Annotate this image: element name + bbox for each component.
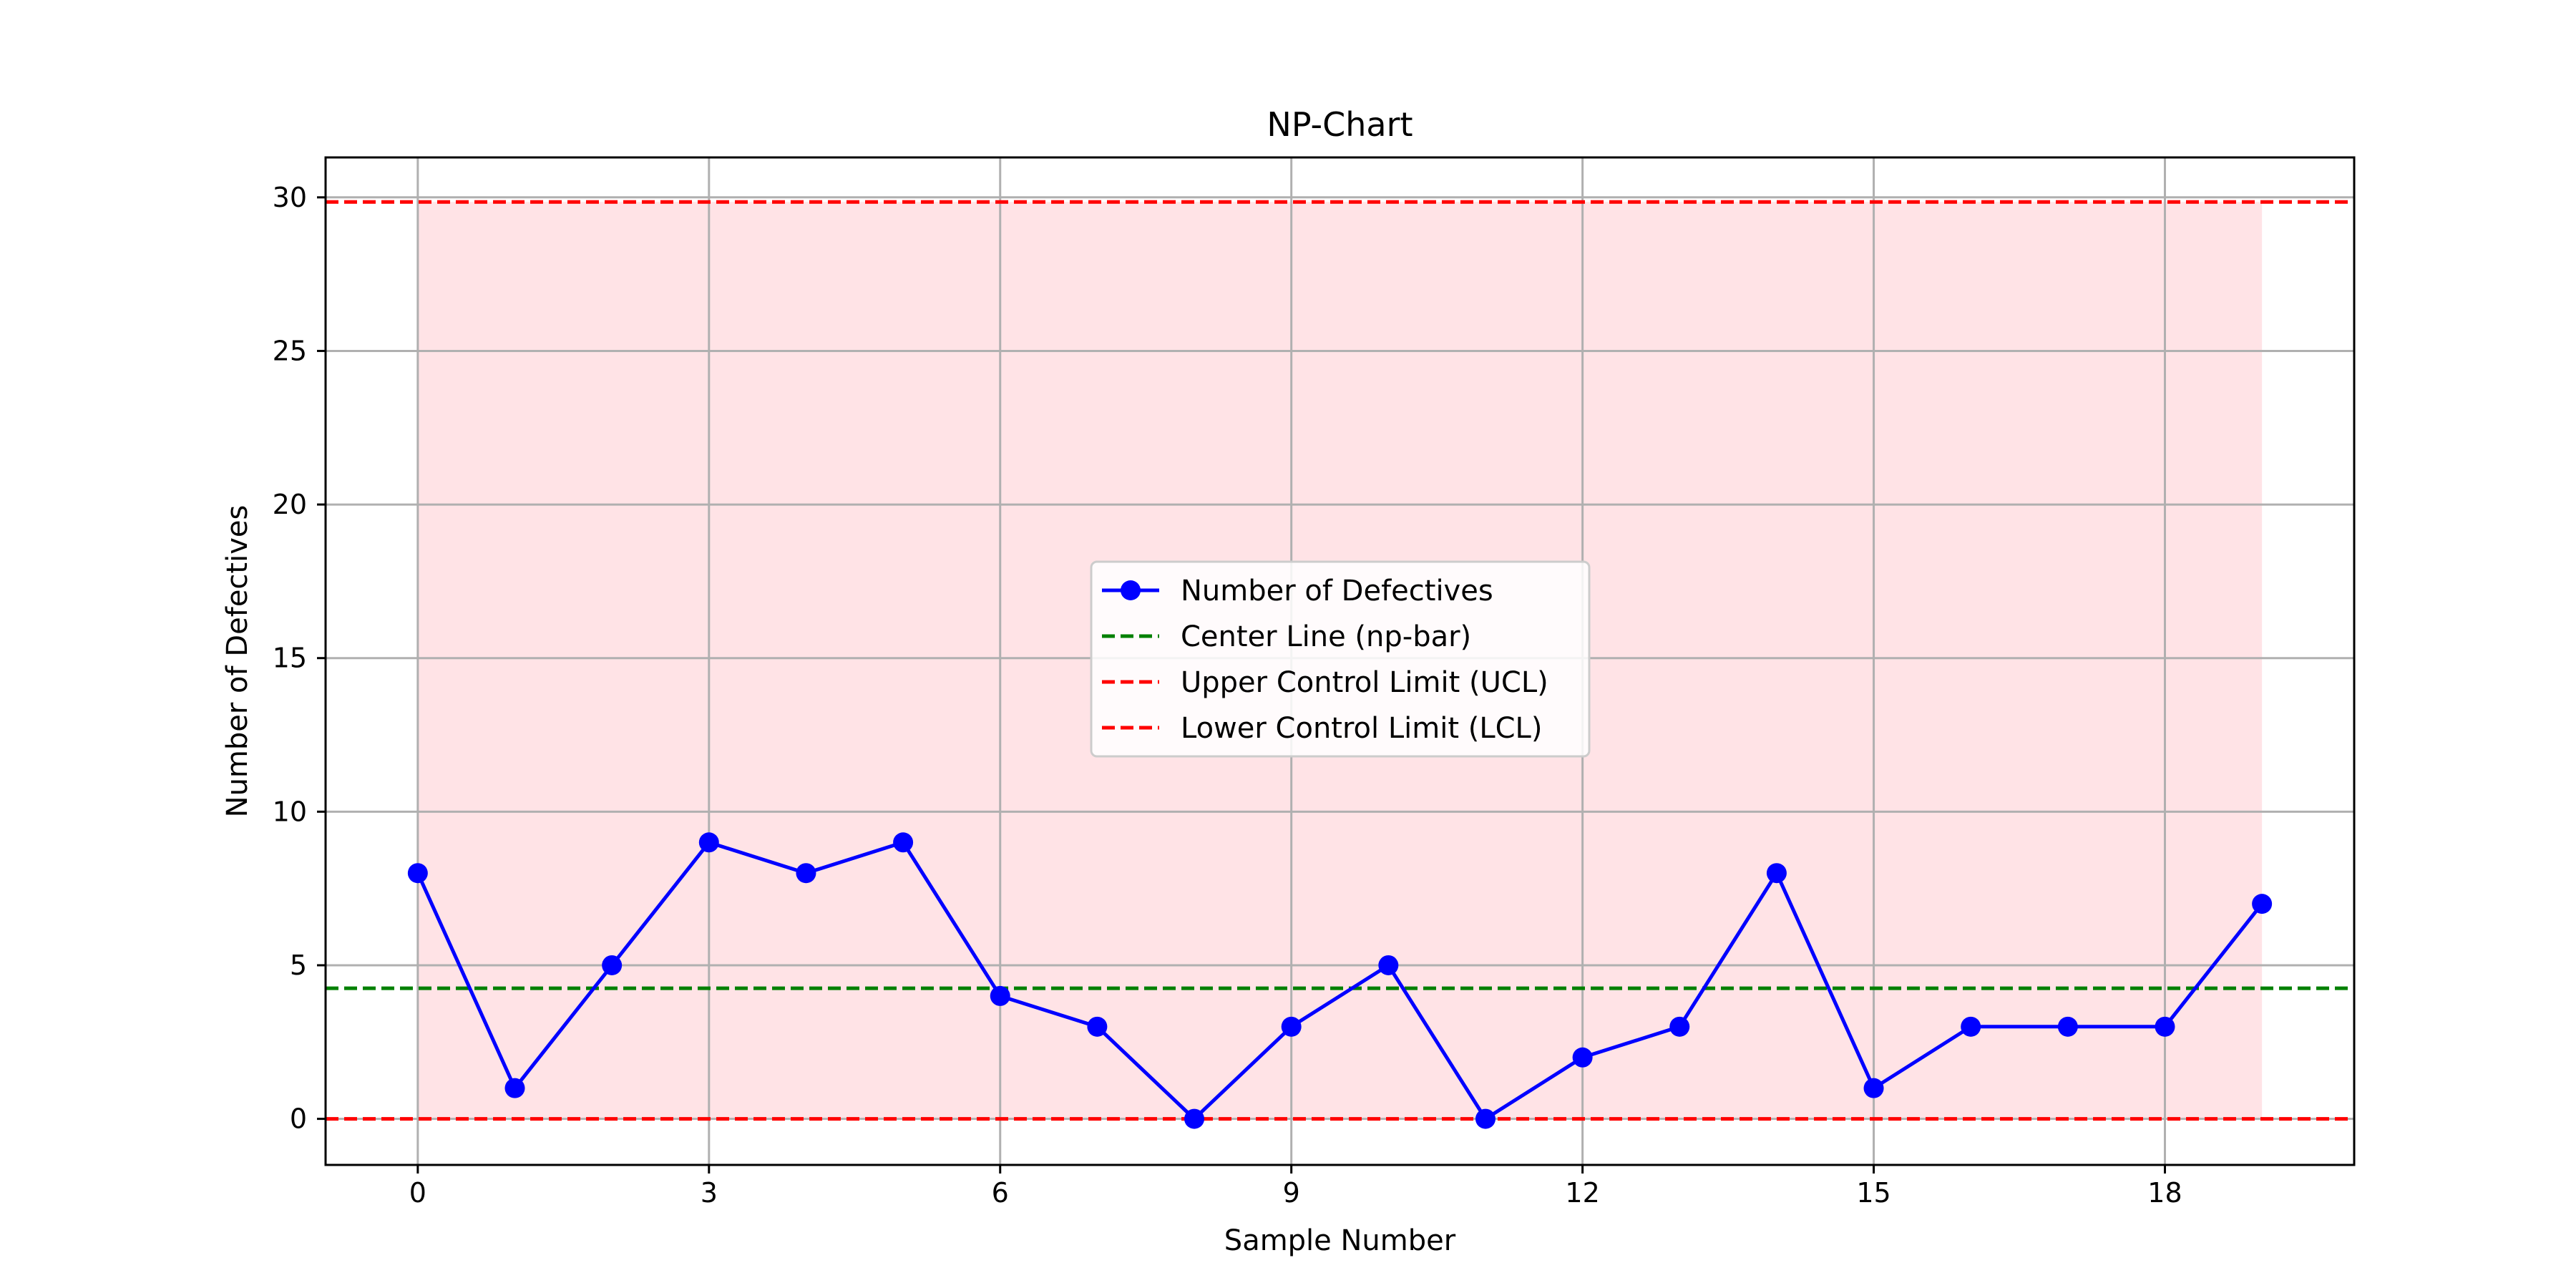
legend-label: Number of Defectives — [1181, 575, 1493, 608]
legend-center-line: Center Line (np-bar) — [1102, 620, 1471, 653]
y-tick-label: 30 — [273, 182, 307, 213]
legend-ucl: Upper Control Limit (UCL) — [1102, 666, 1548, 699]
data-point — [1572, 1047, 1593, 1068]
data-point — [893, 832, 914, 853]
data-point — [504, 1078, 525, 1098]
legend-marker-swatch — [1121, 580, 1141, 600]
legend-label: Lower Control Limit (LCL) — [1181, 712, 1542, 745]
legend-label: Center Line (np-bar) — [1181, 620, 1471, 653]
data-point — [796, 863, 816, 884]
data-point — [2252, 894, 2273, 914]
y-axis-label: Number of Defectives — [221, 505, 254, 818]
axes-frame — [324, 156, 2356, 1166]
y-tick-label: 25 — [273, 335, 307, 366]
data-point — [1087, 1016, 1108, 1037]
legend-defectives: Number of Defectives — [1102, 575, 1493, 608]
series-line-defectives — [416, 840, 2264, 1121]
data-point — [1863, 1078, 1884, 1098]
data-point — [1961, 1016, 1981, 1037]
legend-box — [1090, 560, 1591, 758]
data-point — [1281, 1016, 1302, 1037]
data-point — [1378, 955, 1399, 975]
x-axis-label: Sample Number — [1224, 1224, 1456, 1257]
data-point — [1766, 863, 1787, 884]
chart-title: NP-Chart — [1267, 105, 1413, 144]
y-tick-label: 15 — [273, 643, 307, 674]
data-point — [990, 985, 1010, 1006]
data-point — [2057, 1016, 2078, 1037]
x-tick-label: 15 — [1856, 1177, 1890, 1209]
x-tick-label: 6 — [992, 1177, 1009, 1209]
x-tick-label: 9 — [1283, 1177, 1300, 1209]
data-point — [1475, 1108, 1496, 1129]
legend-label: Upper Control Limit (UCL) — [1181, 666, 1548, 699]
data-point — [602, 955, 623, 975]
data-point — [407, 863, 428, 884]
data-point — [1184, 1108, 1205, 1129]
x-tick-label: 0 — [409, 1177, 426, 1209]
y-tick-label: 0 — [290, 1103, 307, 1135]
y-tick-label: 10 — [273, 796, 307, 827]
data-point — [2155, 1016, 2175, 1037]
x-tick-label: 18 — [2147, 1177, 2182, 1209]
x-tick-label: 12 — [1565, 1177, 1599, 1209]
x-tick-label: 3 — [701, 1177, 718, 1209]
y-tick-label: 20 — [273, 489, 307, 520]
data-point — [698, 832, 719, 853]
legend: Number of Defectives Center Line (np-bar)… — [1090, 560, 1591, 758]
legend-lcl: Lower Control Limit (LCL) — [1102, 712, 1542, 745]
y-tick-label: 5 — [290, 950, 307, 981]
data-point — [1669, 1016, 1690, 1037]
